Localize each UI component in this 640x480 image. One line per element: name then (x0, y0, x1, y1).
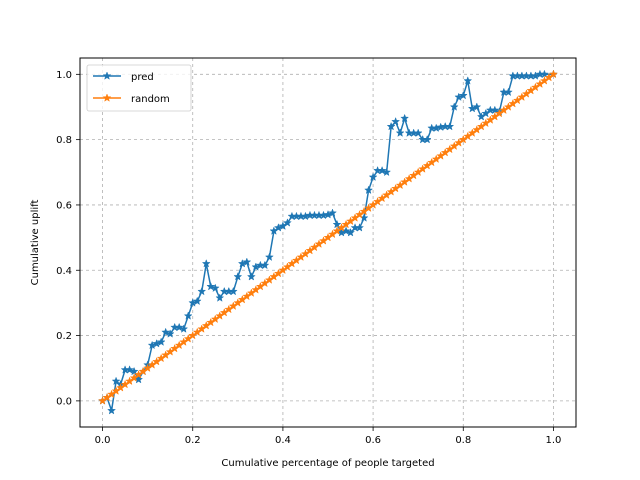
data-point-pred (472, 102, 482, 111)
data-point-pred (210, 283, 220, 293)
y-axis-label: Cumulative uplift (30, 200, 41, 286)
legend-item-random: random (93, 93, 170, 105)
legend-label-pred: pred (131, 72, 154, 83)
data-point-pred (332, 219, 342, 229)
legend: pred random (86, 64, 192, 112)
series-random (98, 69, 558, 405)
y-tick-label: 0.6 (56, 200, 72, 211)
x-tick-label: 0.6 (365, 435, 381, 446)
axes-frame (79, 57, 577, 428)
data-point-pred (165, 329, 175, 338)
y-tick-label: 0.8 (56, 135, 72, 146)
data-point-pred (377, 165, 387, 175)
y-tick-label: 0.4 (56, 266, 72, 277)
data-point-pred (233, 272, 243, 281)
data-point-pred (458, 90, 468, 100)
data-point-pred (539, 69, 549, 79)
legend-label-random: random (131, 94, 170, 105)
data-point-pred (413, 128, 423, 137)
data-point-pred (107, 405, 117, 415)
data-point-pred (382, 167, 392, 177)
data-point-pred (400, 113, 410, 123)
series-layer (98, 69, 558, 415)
data-point-pred (161, 327, 171, 337)
data-point-pred (490, 105, 500, 115)
y-tick-label: 1.0 (56, 70, 72, 81)
data-point-pred (174, 322, 184, 332)
data-point-pred (156, 337, 166, 346)
data-point-pred (503, 87, 513, 97)
data-point-pred (463, 76, 473, 85)
x-axis-label: Cumulative percentage of people targeted (221, 458, 434, 469)
data-point-pred (364, 185, 374, 195)
data-point-pred (328, 208, 337, 217)
data-point-pred (391, 116, 401, 126)
x-tick-label: 0.2 (185, 435, 201, 446)
x-tick-label: 0.8 (455, 435, 471, 446)
y-tick-label: 0.0 (56, 396, 72, 407)
data-point-pred (395, 128, 405, 137)
data-point-random (548, 69, 558, 79)
data-point-pred (129, 366, 139, 376)
data-point-pred (386, 121, 396, 131)
data-point-pred (228, 286, 238, 296)
x-tick-label: 1.0 (546, 435, 562, 446)
x-tick-label: 0.0 (95, 435, 111, 446)
grid-layer (80, 58, 576, 427)
data-point-pred (449, 102, 459, 111)
legend-marker-pred (102, 71, 112, 80)
data-point-pred (422, 134, 432, 144)
data-point-pred (125, 365, 135, 374)
y-tick-label: 0.2 (56, 331, 72, 342)
data-point-pred (183, 311, 193, 320)
data-point-pred (206, 281, 216, 291)
data-point-pred (355, 223, 365, 232)
legend-item-pred: pred (93, 71, 154, 83)
data-point-pred (179, 324, 189, 333)
data-point-pred (242, 257, 252, 266)
data-point-pred (111, 376, 121, 386)
data-point-pred (215, 293, 225, 302)
data-point-pred (260, 260, 270, 270)
data-point-pred (282, 218, 292, 227)
x-tick-label: 0.4 (275, 435, 291, 446)
data-point-pred (368, 172, 378, 182)
tick-layer: 0.0 0.2 0.4 0.6 0.8 1.0 0.0 0.2 0.4 0.6 0.8 1.0 (56, 70, 561, 446)
data-point-pred (445, 121, 455, 131)
data-point-pred (346, 227, 356, 237)
data-point-pred (201, 259, 211, 268)
data-point-pred (197, 286, 207, 296)
data-point-pred (264, 252, 274, 262)
data-point-pred (192, 296, 202, 306)
data-point-pred (246, 272, 256, 281)
legend-marker-random (102, 93, 112, 102)
